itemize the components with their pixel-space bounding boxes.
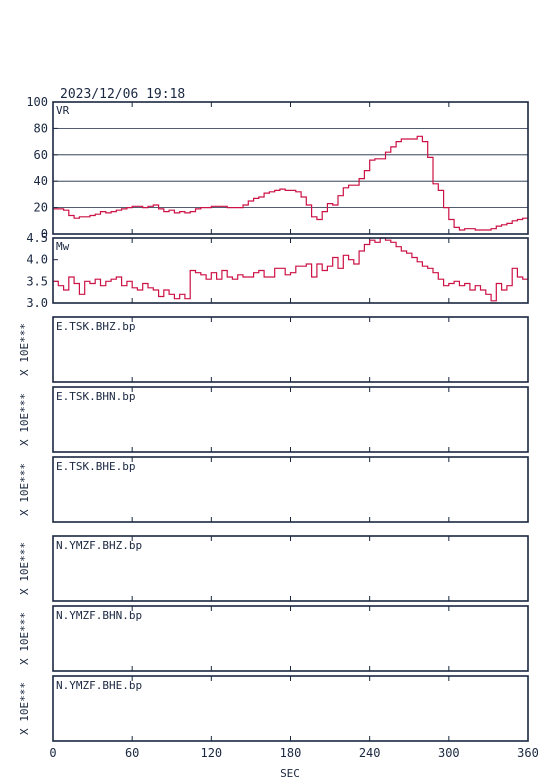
mw-ytick-label-0: 3.0 [26, 296, 48, 310]
waveform-panel-1: E.TSK.BHN.bp X 10E*** [18, 386, 529, 453]
waveform-panel-5: N.YMZF.BHE.bp X 10E*** [18, 675, 529, 742]
vr-ytick-label-5: 100 [26, 95, 48, 109]
waveform-scale-1: X 10E*** [18, 393, 31, 446]
waveform-scale-2: X 10E*** [18, 463, 31, 516]
vr-ytick-label-0: 0 [41, 227, 48, 241]
x-tick-label-0: 0 [49, 746, 56, 760]
x-tick-label-6: 360 [517, 746, 539, 760]
vr-ytick-label-4: 80 [34, 121, 48, 135]
vr-panel: 0 20 40 60 80 100 VR [26, 95, 529, 241]
waveform-scale-4: X 10E*** [18, 612, 31, 665]
waveform-panels: E.TSK.BHZ.bp X 10E*** E.TSK.BHN.bp X 10E***… [18, 316, 529, 742]
vr-ytick-label-3: 60 [34, 148, 48, 162]
waveform-label-5: N.YMZF.BHE.bp [56, 679, 142, 692]
waveform-label-1: E.TSK.BHN.bp [56, 390, 135, 403]
waveform-panel-4: N.YMZF.BHN.bp X 10E*** [18, 605, 529, 672]
x-axis-label: SEC [280, 767, 300, 780]
vr-ytick-label-2: 40 [34, 174, 48, 188]
waveform-label-3: N.YMZF.BHZ.bp [56, 539, 142, 552]
waveform-label-4: N.YMZF.BHN.bp [56, 609, 142, 622]
vr-panel-label: VR [56, 104, 70, 117]
mw-frame [52, 237, 529, 304]
mw-ytick-label-2: 4.0 [26, 253, 48, 267]
x-axis: 0 60 120 180 240 300 360 [49, 746, 538, 760]
vr-series-line [53, 135, 529, 231]
waveform-panel-2: E.TSK.BHE.bp X 10E*** [18, 456, 529, 523]
mw-panel-label: Mw [56, 240, 70, 253]
waveform-label-0: E.TSK.BHZ.bp [56, 320, 135, 333]
mw-ytick-label-1: 3.5 [26, 274, 48, 288]
x-tick-label-1: 60 [125, 746, 139, 760]
datetime-header: 2023/12/06 19:18 [60, 87, 185, 102]
waveform-label-2: E.TSK.BHE.bp [56, 460, 135, 473]
mw-series-line [53, 237, 529, 302]
waveform-scale-3: X 10E*** [18, 542, 31, 595]
vr-ytick-label-1: 20 [34, 201, 48, 215]
x-tick-label-2: 120 [200, 746, 222, 760]
waveform-panel-0: E.TSK.BHZ.bp X 10E*** [18, 316, 529, 383]
mw-panel: 3.0 3.5 4.0 4.5 Mw [26, 231, 529, 310]
waveform-panel-3: N.YMZF.BHZ.bp X 10E*** [18, 535, 529, 602]
waveform-scale-0: X 10E*** [18, 323, 31, 376]
waveform-scale-5: X 10E*** [18, 682, 31, 735]
x-tick-label-4: 240 [359, 746, 381, 760]
x-tick-label-3: 180 [280, 746, 302, 760]
vr-frame [52, 101, 529, 235]
x-tick-label-5: 300 [438, 746, 460, 760]
mw-ytick-label-3: 4.5 [26, 231, 48, 245]
